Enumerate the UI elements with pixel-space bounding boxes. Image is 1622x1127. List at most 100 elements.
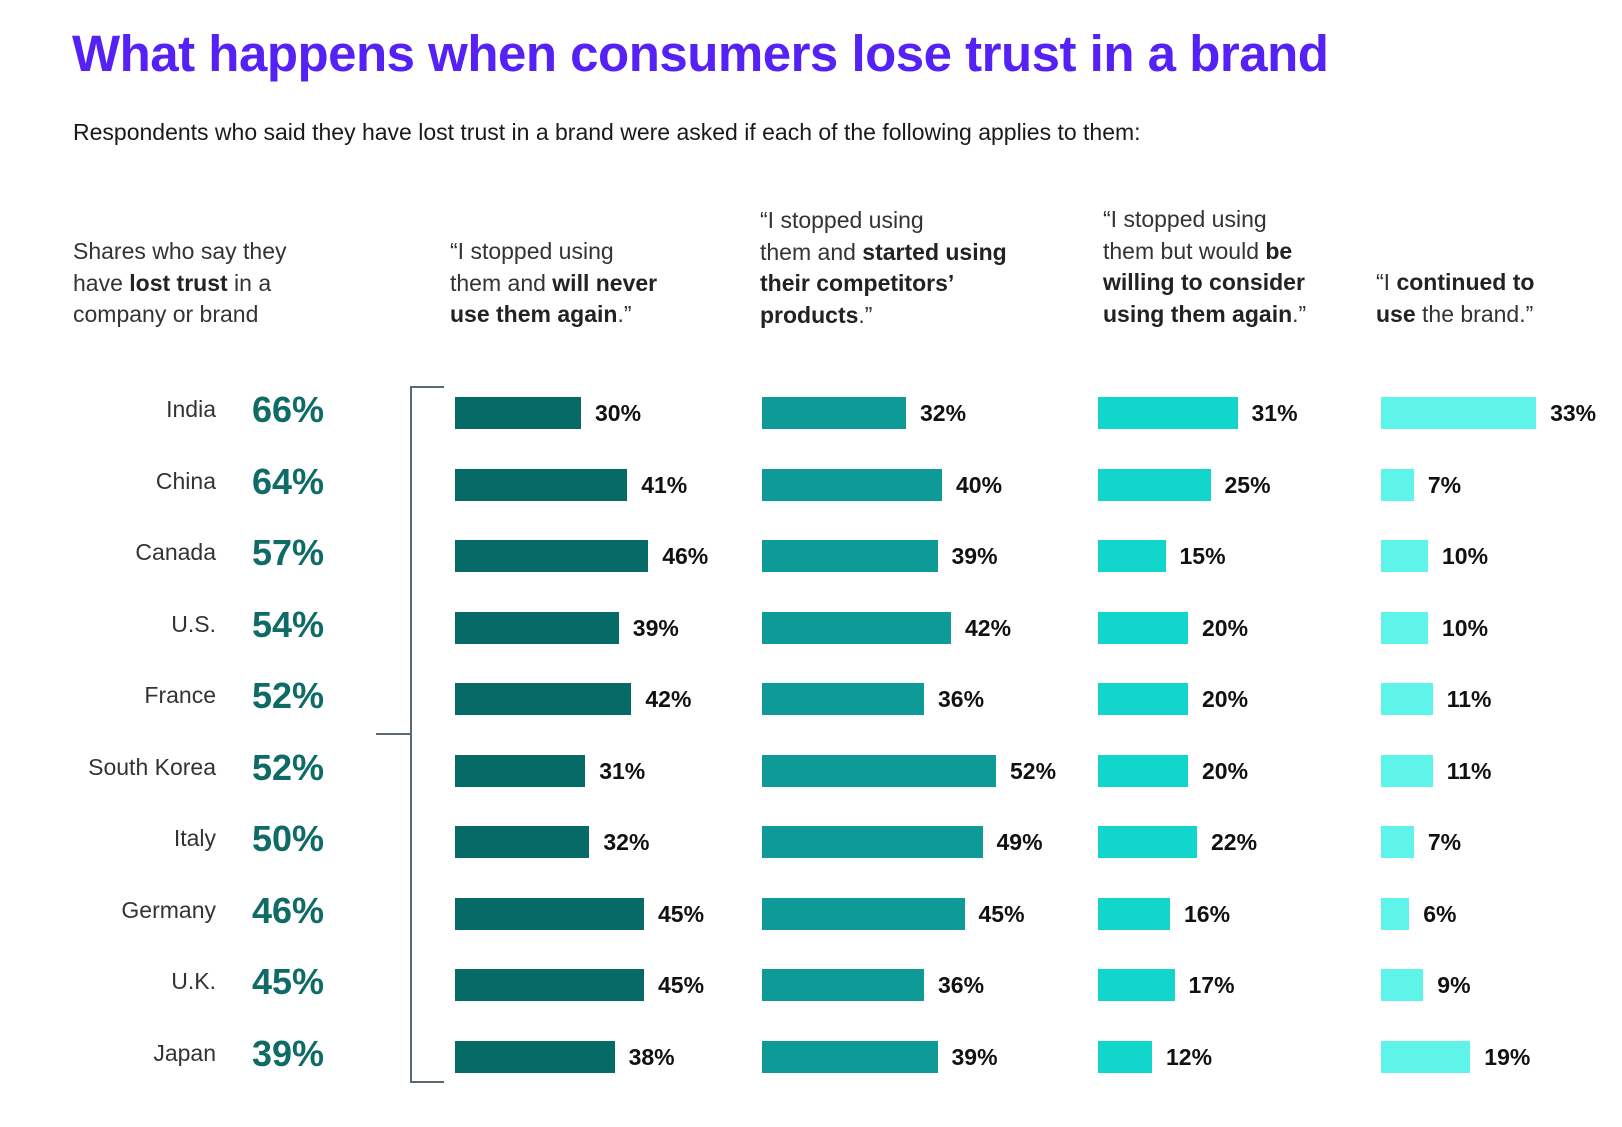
- series-header: “I continued to use the brand.”: [1376, 267, 1534, 330]
- bar: [762, 540, 938, 572]
- bar: [455, 611, 619, 644]
- data-label: 39%: [951, 543, 998, 569]
- bar: [455, 683, 632, 715]
- country-label: India: [166, 396, 216, 422]
- country-label: South Korea: [88, 753, 216, 780]
- header-line: using them again.”: [1103, 299, 1306, 331]
- bar: [762, 683, 924, 715]
- data-label: 40%: [956, 471, 1003, 498]
- bar: [1381, 397, 1537, 429]
- header-text: them and: [450, 269, 553, 296]
- header-line: products.”: [760, 300, 1007, 332]
- header-text: them but would: [1103, 237, 1266, 264]
- header-line: use them again.”: [450, 299, 657, 331]
- header-text: “I stopped using: [760, 207, 924, 233]
- header-bold-text: continued to: [1396, 269, 1535, 295]
- bar: [455, 468, 628, 501]
- country-label: China: [155, 467, 216, 494]
- bar: [1381, 683, 1433, 715]
- country-label: Italy: [173, 825, 216, 851]
- bar: [762, 897, 965, 930]
- bar: [455, 826, 590, 858]
- lost-trust-share: 64%: [252, 460, 325, 502]
- bar: [762, 826, 983, 858]
- data-label: 12%: [1166, 1043, 1213, 1070]
- data-label: 36%: [938, 972, 985, 998]
- header-line: willing to consider: [1103, 267, 1306, 299]
- data-label: 19%: [1484, 1043, 1531, 1070]
- data-label: 22%: [1211, 829, 1258, 855]
- data-label: 32%: [603, 829, 650, 855]
- data-label: 11%: [1446, 686, 1492, 712]
- header-text: in a: [227, 269, 272, 296]
- bar: [762, 468, 942, 501]
- lost-trust-share: 52%: [252, 746, 325, 788]
- header-text: the brand.”: [1415, 300, 1534, 327]
- header-text: Shares who say they: [73, 238, 287, 264]
- bar: [762, 397, 906, 429]
- data-label: 52%: [1010, 757, 1057, 784]
- header-bold-text: products: [760, 301, 859, 328]
- bar: [762, 754, 996, 787]
- country-label: Japan: [153, 1039, 216, 1066]
- data-label: 11%: [1446, 757, 1492, 784]
- data-label: 6%: [1423, 900, 1457, 927]
- series-header: “I stopped using them and started using th…: [760, 205, 1007, 331]
- header-bold-text: their competitors’: [760, 270, 955, 296]
- bar: [1381, 826, 1414, 858]
- header-text: them and: [760, 238, 863, 265]
- header-text: have: [73, 269, 130, 296]
- header-text: .”: [617, 301, 632, 327]
- bracket-vertical: [410, 386, 412, 1083]
- header-line: them and will never: [450, 268, 657, 300]
- data-label: 31%: [599, 757, 646, 784]
- data-label: 31%: [1251, 400, 1298, 426]
- bar: [762, 1040, 938, 1073]
- data-label: 10%: [1442, 543, 1489, 569]
- data-label: 15%: [1179, 543, 1226, 569]
- header-text: company or brand: [73, 301, 259, 327]
- header-text: “I: [1376, 269, 1397, 295]
- header-bold-text: using them again: [1103, 300, 1293, 327]
- data-label: 45%: [658, 972, 705, 998]
- data-label: 39%: [632, 614, 679, 641]
- lost-trust-share: 52%: [252, 675, 325, 716]
- lost-trust-share: 39%: [252, 1032, 325, 1074]
- header-bold-text: willing to consider: [1103, 269, 1305, 295]
- data-label: 9%: [1437, 972, 1471, 998]
- data-label: 16%: [1184, 900, 1231, 927]
- country-label: Canada: [135, 539, 216, 565]
- bar: [455, 754, 586, 787]
- data-label: 49%: [996, 829, 1043, 855]
- bar: [762, 969, 924, 1001]
- header-text: .”: [858, 301, 873, 328]
- data-label: 45%: [658, 900, 705, 927]
- bar: [455, 397, 581, 429]
- header-bold-text: use them again: [450, 301, 618, 327]
- data-label: 32%: [920, 400, 967, 426]
- series-header: “I stopped using them and will never use t…: [450, 236, 657, 331]
- data-label: 10%: [1442, 614, 1489, 641]
- bar: [1098, 611, 1188, 644]
- bar: [1381, 1040, 1471, 1073]
- data-label: 7%: [1427, 829, 1462, 855]
- header-line: “I stopped using: [760, 205, 1007, 237]
- data-label: 7%: [1427, 471, 1462, 498]
- data-label: 17%: [1188, 972, 1235, 998]
- bar: [1098, 540, 1166, 572]
- lost-trust-share: 54%: [252, 603, 325, 645]
- bar: [455, 897, 644, 930]
- header-line: have lost trust in a: [73, 268, 287, 300]
- header-line: their competitors’: [760, 268, 1007, 300]
- page-title: What happens when consumers lose trust i…: [72, 25, 1329, 82]
- data-label: 41%: [641, 471, 688, 498]
- header-line: company or brand: [73, 299, 287, 331]
- data-label: 39%: [951, 1043, 998, 1070]
- bar: [1098, 897, 1170, 930]
- bar: [455, 540, 649, 572]
- header-line: them but would be: [1103, 236, 1306, 268]
- series-header: “I stopped using them but would be willing…: [1103, 204, 1306, 330]
- bar: [1098, 468, 1211, 501]
- country-label: Germany: [121, 896, 216, 923]
- data-label: 30%: [595, 400, 642, 426]
